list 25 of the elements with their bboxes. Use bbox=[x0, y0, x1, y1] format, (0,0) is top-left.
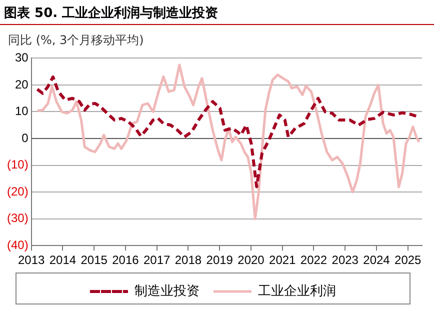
x-tick-label: 2015 bbox=[80, 253, 108, 268]
y-tick-label: 20 bbox=[14, 77, 29, 92]
y-tick-label: 30 bbox=[14, 50, 29, 65]
y-tick-label: (40) bbox=[6, 238, 28, 252]
legend-label: 工业企业利润 bbox=[258, 284, 336, 299]
y-axis-title: 同比 (%, 3个月移动平均) bbox=[8, 32, 144, 49]
chart-title: 图表 50. 工业企业利润与制造业投资 bbox=[4, 4, 218, 22]
x-tick-label: 2020 bbox=[238, 253, 265, 268]
x-tick-label: 2024 bbox=[363, 253, 390, 268]
x-tick-label: 2014 bbox=[49, 253, 76, 268]
y-tick-label: (10) bbox=[6, 158, 28, 172]
x-tick-label: 2019 bbox=[206, 253, 234, 268]
y-tick-label: 0 bbox=[22, 130, 29, 145]
y-tick-label: 10 bbox=[14, 104, 29, 118]
x-tick-label: 2023 bbox=[332, 253, 359, 268]
x-tick-label: 2025 bbox=[394, 253, 422, 268]
x-tick-label: 2021 bbox=[269, 253, 296, 268]
y-tick-label: (30) bbox=[6, 211, 28, 226]
x-tick-label: 2013 bbox=[18, 253, 46, 268]
y-tick-label: (20) bbox=[6, 184, 28, 198]
x-tick-label: 2022 bbox=[300, 253, 328, 268]
legend-label: 制造业投资 bbox=[134, 284, 200, 299]
x-tick-label: 2017 bbox=[144, 253, 171, 268]
x-tick-label: 2016 bbox=[112, 253, 140, 268]
x-tick-label: 2018 bbox=[174, 253, 202, 268]
